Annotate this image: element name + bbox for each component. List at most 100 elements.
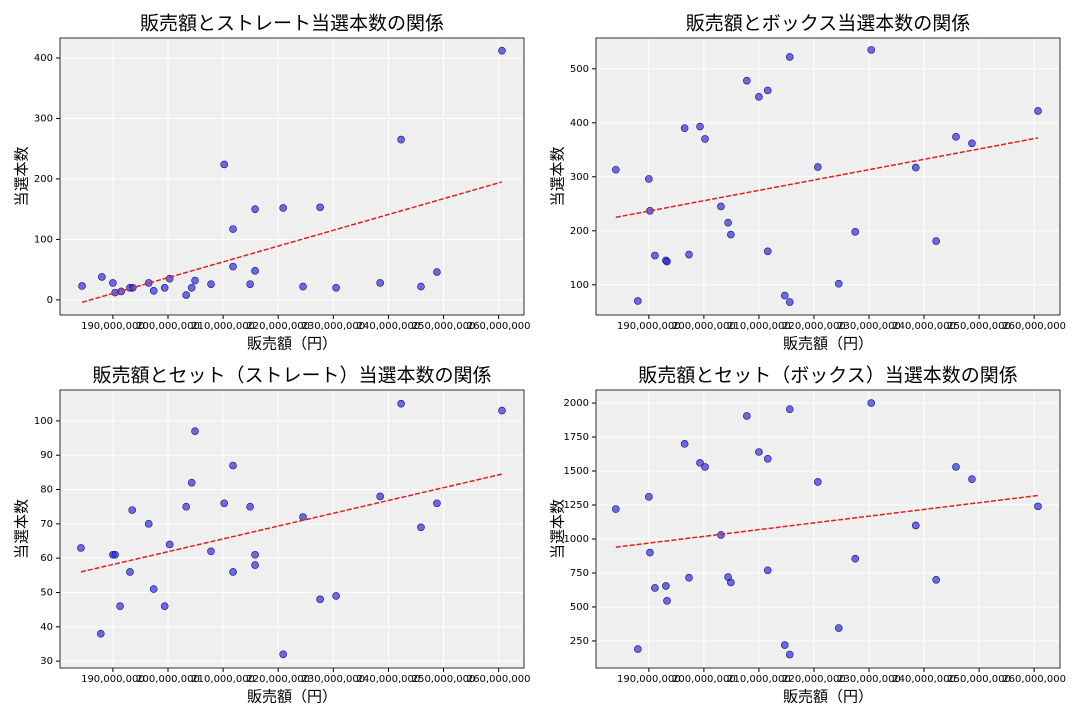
- point: [645, 493, 653, 501]
- point: [755, 448, 763, 456]
- point: [763, 247, 772, 256]
- x-tick-label: 250,000,000: [947, 321, 1011, 332]
- plot-area: [60, 38, 524, 315]
- point: [646, 548, 654, 557]
- x-tick-label: 240,000,000: [357, 321, 421, 332]
- point: [717, 202, 725, 211]
- point: [724, 218, 732, 227]
- point: [780, 291, 789, 300]
- point: [834, 279, 843, 288]
- x-tick-label: 220,000,000: [246, 674, 310, 685]
- point: [680, 124, 689, 132]
- y-tick-label: 750: [570, 568, 589, 579]
- point: [246, 502, 254, 511]
- trend-line: [81, 181, 503, 304]
- x-tick-label: 200,000,000: [672, 674, 736, 685]
- point: [160, 283, 169, 292]
- x-tick-label: 210,000,000: [191, 321, 255, 332]
- x-tick-label: 240,000,000: [892, 674, 956, 685]
- point: [645, 175, 653, 183]
- point: [96, 629, 105, 638]
- point: [191, 276, 199, 285]
- point: [727, 578, 735, 587]
- y-tick-label: 250: [570, 636, 589, 647]
- point: [814, 163, 822, 171]
- plot-area: [596, 390, 1060, 668]
- point: [1034, 502, 1042, 511]
- point: [867, 399, 876, 407]
- point: [952, 463, 960, 471]
- point: [1034, 107, 1042, 115]
- x-axis-label: 販売額（円）: [247, 335, 337, 353]
- point: [316, 595, 324, 604]
- point: [663, 597, 671, 605]
- point: [814, 478, 822, 486]
- point: [149, 287, 158, 295]
- plot-frame: [595, 37, 1061, 316]
- y-tick-label: 100: [34, 234, 53, 245]
- y-tick-label: 0: [47, 295, 53, 306]
- point: [763, 566, 772, 575]
- point: [743, 412, 751, 420]
- point: [126, 568, 134, 576]
- point: [116, 602, 124, 611]
- point: [251, 205, 259, 213]
- x-tick-label: 240,000,000: [892, 321, 956, 332]
- point: [755, 93, 763, 101]
- x-tick-label: 250,000,000: [947, 674, 1011, 685]
- y-tick-label: 400: [34, 53, 53, 64]
- point: [612, 505, 620, 513]
- point: [332, 283, 340, 292]
- y-tick-label: 80: [40, 485, 53, 496]
- point: [77, 544, 85, 552]
- point: [397, 399, 405, 408]
- point: [696, 122, 704, 131]
- point: [952, 133, 960, 141]
- point: [279, 650, 287, 659]
- point: [498, 46, 506, 55]
- point: [680, 440, 689, 448]
- y-tick-label: 40: [40, 622, 53, 633]
- chart-title: 販売額とセット（ストレート）当選本数の関係: [92, 365, 491, 387]
- point: [111, 550, 119, 559]
- point: [251, 550, 259, 559]
- point: [187, 283, 196, 292]
- point: [220, 499, 229, 508]
- point: [785, 298, 794, 306]
- point: [246, 280, 254, 288]
- plot-frame: [595, 389, 1061, 669]
- plot-frame: [59, 389, 525, 669]
- point: [98, 273, 106, 281]
- y-tick-label: 500: [570, 602, 589, 613]
- y-axis-label: 当選本数: [549, 146, 567, 206]
- point: [207, 280, 215, 288]
- point: [701, 463, 709, 471]
- y-tick-label: 100: [570, 280, 589, 291]
- x-tick-label: 190,000,000: [617, 321, 681, 332]
- y-tick-label: 60: [40, 553, 53, 564]
- point: [229, 225, 237, 233]
- x-tick-label: 230,000,000: [302, 674, 366, 685]
- point: [651, 251, 659, 260]
- x-tick-label: 260,000,000: [467, 321, 531, 332]
- x-tick-label: 250,000,000: [412, 674, 476, 685]
- chart-title: 販売額とボックス当選本数の関係: [686, 13, 970, 35]
- y-tick-label: 70: [40, 519, 53, 530]
- x-tick-label: 230,000,000: [837, 321, 901, 332]
- y-tick-label: 1000: [564, 534, 589, 545]
- y-tick-label: 400: [570, 118, 589, 129]
- plot-area: [60, 390, 524, 668]
- point: [785, 405, 794, 413]
- x-tick-label: 200,000,000: [136, 674, 200, 685]
- x-tick-label: 230,000,000: [837, 674, 901, 685]
- point: [279, 204, 287, 212]
- point: [851, 228, 860, 236]
- y-tick-label: 300: [570, 172, 589, 183]
- x-tick-label: 260,000,000: [1002, 321, 1066, 332]
- y-tick-label: 100: [34, 416, 53, 427]
- point: [433, 499, 441, 508]
- point: [299, 513, 307, 521]
- y-tick-label: 200: [570, 226, 589, 237]
- point: [663, 257, 671, 266]
- x-axis-label: 販売額（円）: [783, 688, 873, 706]
